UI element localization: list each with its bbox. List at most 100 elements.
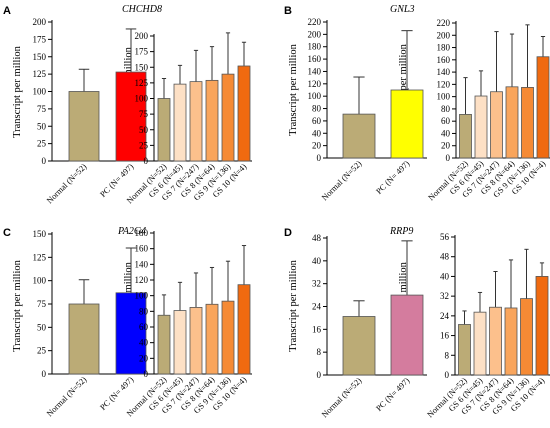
y-tick-label: 56 — [440, 232, 450, 242]
y-tick-label: 150 — [33, 52, 47, 62]
bar — [489, 306, 502, 376]
bar — [173, 310, 187, 375]
bar — [521, 87, 534, 159]
bar — [390, 294, 424, 376]
category-label: PC (N= 497) — [374, 376, 411, 413]
y-tick-label: 80 — [312, 104, 322, 114]
bar — [221, 300, 235, 375]
y-tick-label: 25 — [37, 139, 47, 149]
y-tick-label: 75 — [139, 109, 149, 119]
y-tick-label: 100 — [135, 291, 149, 301]
bar — [189, 307, 203, 375]
y-tick-label: 100 — [437, 92, 451, 102]
y-tick-label: 220 — [437, 18, 451, 28]
gene-title: GNL3 — [390, 4, 414, 15]
chart-d-overall: 0 8 16 24 32 40 48 Normal (N=52) PC (N= 497) — [312, 233, 427, 419]
y-tick-label: 25 — [37, 346, 47, 356]
y-tick-label: 80 — [139, 306, 149, 316]
bar — [68, 91, 100, 162]
bar — [115, 71, 147, 162]
y-tick-label: 120 — [135, 275, 149, 285]
y-tick-label: 160 — [308, 54, 322, 64]
chart-b-overall: 0 20 40 60 80 100 120 140 160 180 200 220 Normal (N=… — [308, 17, 427, 203]
bar — [520, 298, 533, 376]
y-tick-label: 120 — [437, 79, 451, 89]
y-tick-label: 0 — [317, 370, 322, 380]
bar — [237, 284, 251, 375]
bar — [205, 303, 219, 375]
bar — [173, 83, 187, 162]
y-tick-label: 0 — [42, 156, 47, 166]
y-tick-label: 100 — [135, 94, 149, 104]
bar — [505, 86, 519, 159]
y-tick-label: 180 — [308, 42, 322, 52]
gene-title: CHCHD8 — [122, 4, 162, 15]
bar — [342, 113, 376, 159]
y-tick-label: 48 — [312, 233, 322, 243]
y-tick-label: 20 — [441, 141, 451, 151]
y-tick-label: 150 — [135, 62, 149, 72]
y-tick-label: 24 — [312, 302, 322, 312]
y-tick-label: 160 — [437, 55, 451, 65]
y-tick-label: 75 — [37, 299, 47, 309]
y-tick-label: 0 — [446, 153, 451, 163]
y-tick-label: 150 — [33, 229, 47, 239]
y-tick-label: 160 — [135, 244, 149, 254]
bar — [115, 292, 147, 375]
bar — [68, 303, 100, 375]
y-tick-label: 120 — [308, 79, 322, 89]
y-axis-label: Transcript per million — [288, 43, 299, 136]
y-axis-label: Transcript per million — [288, 259, 299, 352]
bar — [504, 307, 518, 376]
y-tick-label: 50 — [139, 125, 149, 135]
bar — [390, 89, 424, 159]
panel-d: D RRP9 Transcript per million Transcript… — [284, 226, 550, 419]
category-label: Normal (N=52) — [45, 162, 89, 206]
y-tick-label: 20 — [312, 141, 322, 151]
bar — [490, 91, 503, 159]
y-tick-label: 180 — [135, 228, 149, 238]
y-tick-label: 24 — [440, 311, 450, 321]
y-tick-label: 0 — [42, 369, 47, 379]
category-label: Normal (N=52) — [45, 375, 89, 419]
y-axis-label: Transcript per million — [12, 259, 23, 352]
y-tick-label: 40 — [139, 338, 149, 348]
y-tick-label: 60 — [441, 116, 451, 126]
panel-c: C PA2G4 Transcript per million Transcrip… — [3, 226, 252, 418]
panel-letter: A — [3, 5, 11, 17]
y-tick-label: 75 — [37, 104, 47, 114]
y-tick-label: 200 — [437, 30, 451, 40]
y-tick-label: 8 — [445, 350, 450, 360]
y-tick-label: 50 — [37, 322, 47, 332]
y-tick-label: 0 — [445, 370, 450, 380]
y-tick-label: 80 — [441, 104, 451, 114]
y-tick-label: 175 — [33, 34, 47, 44]
bar — [221, 73, 235, 162]
panel-letter: C — [3, 227, 11, 239]
bar — [205, 79, 219, 162]
y-tick-label: 200 — [33, 17, 47, 27]
y-tick-label: 100 — [33, 87, 47, 97]
y-tick-label: 40 — [440, 271, 450, 281]
bar — [536, 56, 550, 159]
y-tick-label: 20 — [139, 353, 149, 363]
y-tick-label: 0 — [144, 369, 149, 379]
bar — [535, 276, 549, 376]
y-tick-label: 32 — [440, 291, 449, 301]
bar — [157, 314, 171, 375]
y-tick-label: 180 — [437, 43, 451, 53]
category-label: Normal (N=52) — [320, 159, 364, 203]
y-axis-label: Transcript per million — [12, 45, 23, 138]
y-tick-label: 125 — [135, 78, 149, 88]
y-tick-label: 48 — [440, 252, 450, 262]
y-tick-label: 100 — [308, 91, 322, 101]
y-tick-label: 25 — [139, 140, 149, 150]
